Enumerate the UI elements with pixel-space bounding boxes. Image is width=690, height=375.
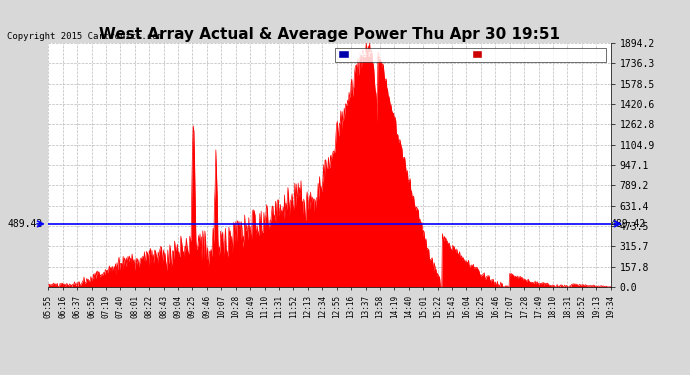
Text: 489.42: 489.42 (8, 219, 43, 229)
Text: Copyright 2015 Cartronics.com: Copyright 2015 Cartronics.com (7, 32, 163, 41)
Title: West Array Actual & Average Power Thu Apr 30 19:51: West Array Actual & Average Power Thu Ap… (99, 27, 560, 42)
Legend: Average  (DC Watts), West Array  (DC Watts): Average (DC Watts), West Array (DC Watts… (335, 48, 606, 62)
Text: 489.42: 489.42 (611, 219, 646, 229)
